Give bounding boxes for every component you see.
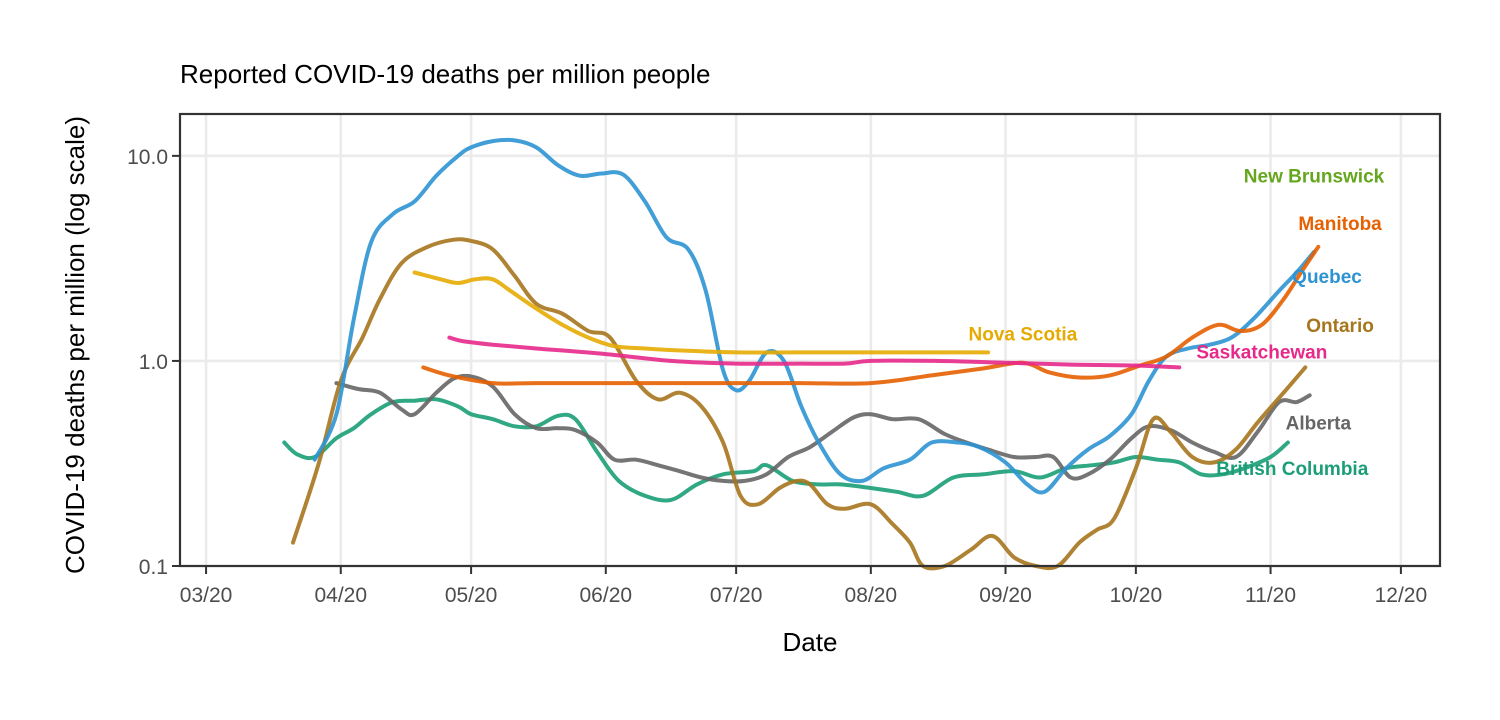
series-label-alberta: Alberta [1286,414,1352,435]
plot-panel-border [178,112,1442,568]
series-label-new-brunswick: New Brunswick [1244,167,1385,188]
x-tick-label: 07/20 [710,584,763,607]
series-line-saskatchewan [447,335,1182,370]
y-tick-label: 1.0 [139,351,168,374]
y-axis-title: COVID-19 deaths per million (log scale) [60,116,90,574]
y-tick-label: 10.0 [127,146,168,169]
series-label-nova-scotia: Nova Scotia [969,325,1078,346]
series-line-quebec [312,137,1316,495]
y-tick-label: 0.1 [139,556,168,579]
x-tick-label: 08/20 [845,584,898,607]
x-tick-label: 03/20 [180,584,233,607]
series-labels: New Brunswick Manitoba Quebec Ontario Nova S… [969,167,1385,480]
y-axis-ticks: 0.1 1.0 10.0 [127,146,180,579]
x-axis-title: Date [783,627,838,657]
series-label-british-columbia: British Columbia [1216,459,1368,480]
x-axis-ticks: 03/20 04/20 05/20 06/20 07/20 08/20 09/20 10/20… [180,566,1427,607]
series-line-alberta [334,373,1312,484]
series-label-ontario: Ontario [1306,316,1374,337]
series-lines [282,137,1321,571]
series-label-saskatchewan: Saskatchewan [1196,343,1327,364]
x-tick-label: 10/20 [1110,584,1163,607]
x-tick-label: 12/20 [1375,584,1428,607]
series-label-manitoba: Manitoba [1298,214,1382,235]
series-label-quebec: Quebec [1292,267,1362,288]
x-tick-label: 11/20 [1245,584,1296,607]
x-tick-label: 05/20 [445,584,498,607]
series-line-ontario [291,237,1308,571]
x-tick-label: 09/20 [979,584,1032,607]
series-line-nova-scotia [412,270,991,355]
x-tick-label: 06/20 [580,584,633,607]
chart-title: Reported COVID-19 deaths per million peo… [180,59,710,89]
series-line-british-columbia [282,397,1290,503]
x-tick-label: 04/20 [314,584,367,607]
